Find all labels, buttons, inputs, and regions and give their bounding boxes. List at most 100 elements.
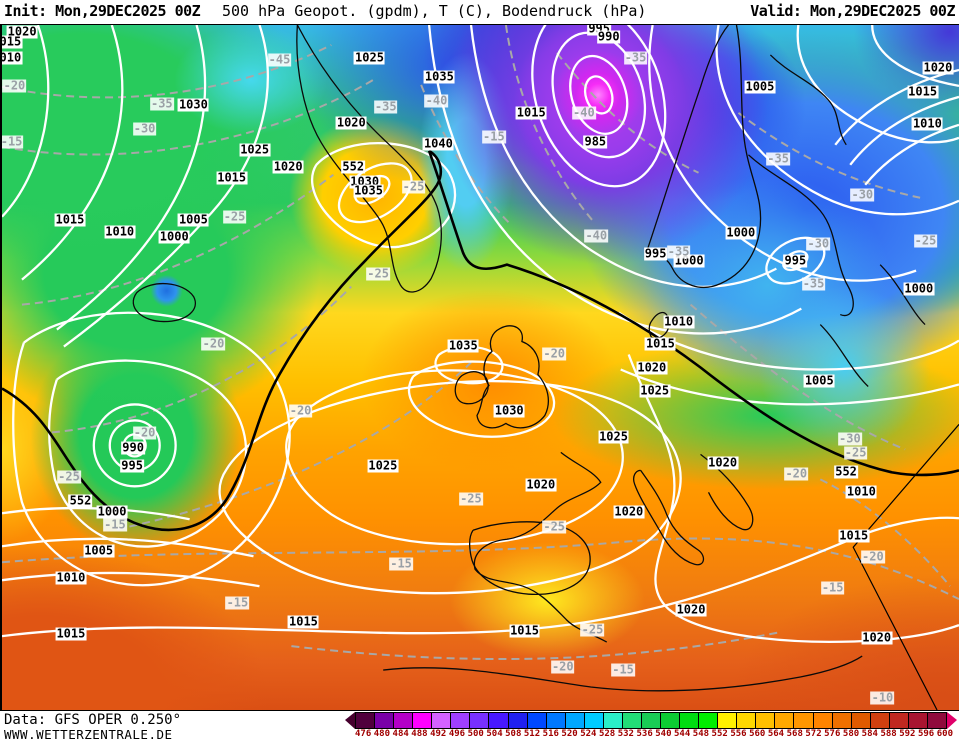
colorbar-segment	[756, 713, 776, 728]
colorbar-segment	[394, 713, 414, 728]
colorbar-segment	[699, 713, 719, 728]
colorbar-tick: 552	[711, 729, 728, 739]
pressure-label: 1015	[2, 35, 23, 49]
colorbar-segment	[375, 713, 395, 728]
pressure-label: 1035	[423, 69, 455, 84]
pressure-label: 1010	[104, 224, 136, 239]
colorbar-segment	[603, 713, 623, 728]
colorbar-segment	[584, 713, 604, 728]
temperature-label: -20	[2, 78, 27, 93]
pressure-label: 1000	[725, 225, 757, 240]
pressure-label: 1000	[903, 281, 935, 296]
colorbar-segment	[622, 713, 642, 728]
pressure-label: 1010	[2, 51, 23, 65]
pressure-label: 990	[596, 29, 621, 44]
colorbar-tick: 588	[880, 729, 897, 739]
colorbar-segment	[718, 713, 738, 728]
temperature-label: -30	[132, 121, 157, 136]
pressure-label: 1015	[907, 84, 939, 99]
pressure-label: 1010	[911, 116, 943, 131]
pressure-label: 1020	[525, 477, 557, 492]
pressure-label: 985	[583, 134, 608, 149]
colorbar-tick: 564	[767, 729, 785, 739]
website-label: WWW.WETTERZENTRALE.DE	[4, 727, 173, 741]
coastlines	[132, 25, 926, 692]
temperature-label: -35	[623, 50, 648, 65]
colorbar-tick: 544	[674, 729, 691, 739]
colorbar-segment	[927, 713, 946, 728]
colorbar-segment	[565, 713, 585, 728]
colorbar-segment	[794, 713, 814, 728]
temperature-label: -15	[820, 580, 845, 595]
colorbar-tick: 492	[430, 729, 447, 739]
temperature-label: -35	[801, 276, 826, 291]
temperature-label: -35	[766, 151, 790, 166]
colorbar-tick: 524	[580, 729, 597, 739]
colorbar-segment	[641, 713, 661, 728]
colorbar-segment	[527, 713, 547, 728]
colorbar-tick: 508	[505, 729, 522, 739]
temperature-label: -20	[784, 466, 809, 481]
pressure-label: 1005	[744, 79, 776, 94]
colorbar-tick: 560	[749, 729, 766, 739]
temperature-label: -15	[389, 556, 413, 571]
pressure-label: 1020	[335, 115, 367, 130]
temperature-label: -40	[572, 105, 596, 120]
temperature-contours	[2, 25, 959, 661]
pressure-label: 1035	[353, 183, 384, 198]
pressure-label: 995	[783, 253, 808, 268]
pressure-label: 1020	[861, 630, 893, 645]
colorbar-segment	[870, 713, 890, 728]
colorbar-tick: 580	[842, 729, 860, 739]
valid-time-label: Valid: Mon,29DEC2025 00Z	[750, 2, 955, 20]
temperature-label: -15	[482, 129, 506, 144]
temperature-label: -25	[843, 445, 868, 460]
pressure-label: 1000	[158, 229, 190, 244]
colorbar-segment	[413, 713, 433, 728]
pressure-label: 1015	[515, 105, 547, 120]
colorbar-segment	[470, 713, 490, 728]
temperature-label: -20	[550, 659, 575, 674]
pressure-label: 1020	[636, 360, 668, 374]
pressure-label: 1015	[644, 336, 676, 351]
data-source-label: Data: GFS OPER 0.250°	[4, 712, 182, 728]
colorbar-segment	[832, 713, 852, 728]
colorbar-tick: 548	[692, 729, 710, 739]
colorbar-tick: 520	[561, 729, 578, 739]
colorbar-tick: 488	[411, 729, 428, 739]
colorbar-tick: 568	[786, 729, 803, 739]
colorbar-tick: 504	[486, 729, 503, 739]
colorbar-tick: 496	[448, 729, 466, 739]
pressure-label: 1025	[367, 458, 399, 473]
pressure-label: 1000	[96, 504, 128, 519]
colorbar-tick: 556	[730, 729, 747, 739]
pressure-label: 1020	[613, 504, 645, 519]
colorbar-tick: 584	[861, 729, 878, 739]
colorbar-tick: 572	[805, 729, 822, 739]
temperature-label: -25	[542, 519, 567, 534]
pressure-label: 1030	[493, 403, 525, 418]
geopotential-label: 552	[834, 464, 858, 479]
contour-overlay	[2, 25, 959, 710]
pressure-label: 1020	[675, 602, 707, 617]
pressure-label: 1015	[54, 212, 86, 227]
temperature-label: -35	[149, 96, 174, 111]
colorbar-tick: 532	[617, 729, 634, 739]
temperature-label: -25	[459, 491, 483, 506]
pressure-label: 1015	[838, 528, 870, 543]
geopotential-label: 552	[68, 493, 93, 508]
pressure-label: 1020	[6, 24, 38, 39]
colorbar-tick: 484	[392, 729, 409, 739]
colorbar-segment	[775, 713, 795, 728]
colorbar-segment	[680, 713, 700, 728]
colorbar-tick: 516	[542, 729, 559, 739]
colorbar-segment	[451, 713, 471, 728]
isobar-contours	[2, 25, 959, 643]
pressure-label: 1015	[288, 614, 319, 629]
temperature-label: -25	[913, 233, 938, 248]
footer: Data: GFS OPER 0.250° WWW.WETTERZENTRALE…	[0, 710, 959, 741]
pressure-label: 1025	[239, 142, 271, 157]
weather-map: 1020101510101030102510251035102010401030…	[0, 24, 959, 710]
temperature-label: -20	[132, 425, 157, 440]
colorbar-tick: 476	[355, 729, 372, 739]
